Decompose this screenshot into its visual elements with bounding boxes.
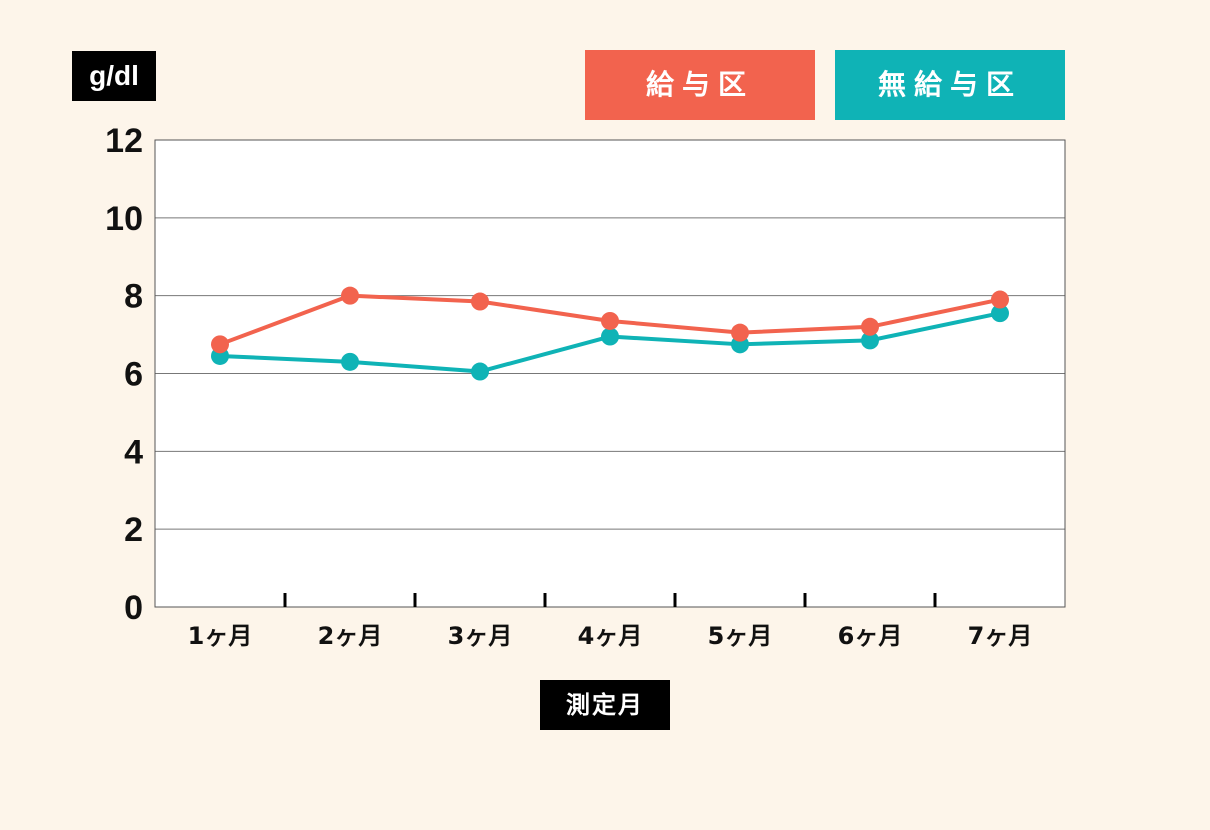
plot-border bbox=[154, 139, 1066, 608]
data-point bbox=[601, 311, 619, 330]
data-point bbox=[991, 304, 1009, 323]
data-point bbox=[341, 352, 359, 371]
y-tick-label: 12 bbox=[105, 122, 143, 160]
y-tick-label: 4 bbox=[124, 433, 143, 471]
y-tick-label: 6 bbox=[124, 356, 143, 394]
data-point bbox=[471, 362, 489, 381]
x-axis-title: 測定月 bbox=[540, 680, 670, 730]
y-tick-label: 2 bbox=[124, 511, 143, 549]
x-tick-label: 4ヶ月 bbox=[578, 622, 643, 650]
data-point bbox=[601, 327, 619, 346]
series-1 bbox=[211, 286, 1009, 354]
data-point bbox=[991, 290, 1009, 309]
x-axis-tick-labels: 1ヶ月 2ヶ月 3ヶ月 4ヶ月 5ヶ月 6ヶ月 7ヶ月 bbox=[188, 622, 1033, 650]
data-point bbox=[211, 335, 229, 354]
x-tick-label: 5ヶ月 bbox=[708, 622, 773, 650]
x-tick-label: 1ヶ月 bbox=[188, 622, 253, 650]
legend-item-series-1: 給与区 bbox=[585, 50, 815, 120]
data-point bbox=[731, 323, 749, 342]
legend-item-series-2: 無給与区 bbox=[835, 50, 1065, 120]
series-layer bbox=[211, 286, 1009, 381]
y-axis-unit-label: g/dl bbox=[72, 51, 156, 101]
x-tick-label: 7ヶ月 bbox=[968, 622, 1033, 650]
gridlines bbox=[155, 217, 1065, 530]
data-point bbox=[861, 317, 879, 336]
x-tick-label: 6ヶ月 bbox=[838, 622, 903, 650]
y-tick-label: 10 bbox=[105, 200, 143, 238]
y-axis-tick-labels: 0 2 4 6 8 10 12 bbox=[105, 122, 143, 627]
data-point bbox=[341, 286, 359, 305]
x-tick-label: 2ヶ月 bbox=[318, 622, 383, 650]
data-point bbox=[471, 292, 489, 311]
y-tick-label: 0 bbox=[124, 589, 143, 627]
y-tick-label: 8 bbox=[124, 278, 143, 316]
x-tick-label: 3ヶ月 bbox=[448, 622, 513, 650]
data-point bbox=[861, 331, 879, 350]
x-axis-ticks bbox=[283, 593, 937, 607]
